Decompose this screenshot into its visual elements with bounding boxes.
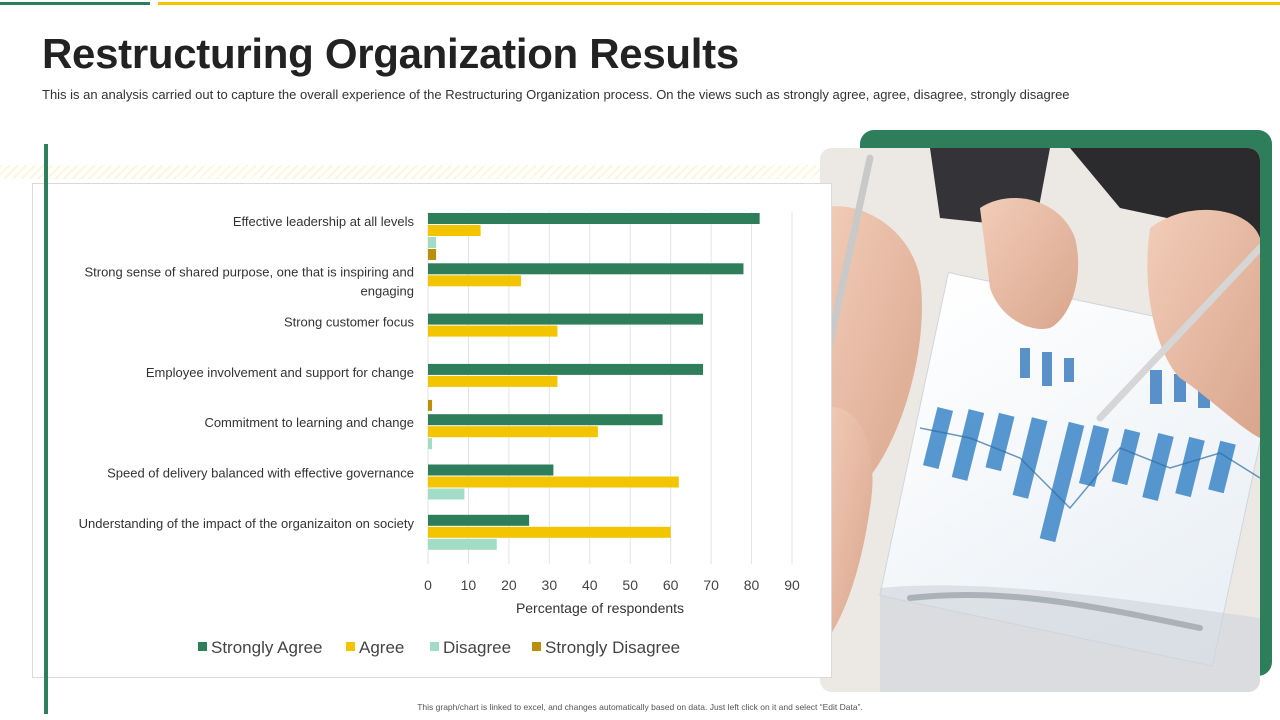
vertical-accent-line	[44, 144, 48, 714]
legend-label: Strongly Agree	[211, 638, 323, 657]
x-tick-label: 70	[703, 577, 719, 593]
page-title: Restructuring Organization Results	[42, 30, 739, 77]
bar	[428, 464, 554, 476]
bar	[428, 249, 437, 260]
bar	[428, 263, 744, 275]
legend-label: Agree	[359, 638, 404, 657]
category-label: Commitment to learning and change	[204, 415, 414, 430]
x-tick-label: 20	[501, 577, 517, 593]
bar	[428, 325, 558, 337]
x-tick-label: 0	[424, 577, 432, 593]
top-accent-bar-yellow	[158, 2, 1280, 5]
bar	[428, 225, 481, 236]
bar	[428, 363, 704, 375]
category-label: Speed of delivery balanced with effectiv…	[107, 466, 414, 481]
bar	[428, 414, 663, 426]
x-tick-label: 40	[582, 577, 598, 593]
category-label: Understanding of the impact of the organ…	[79, 516, 415, 531]
decorative-stripe-band	[0, 165, 860, 179]
category-label: engaging	[361, 283, 415, 298]
footer-note: This graph/chart is linked to excel, and…	[417, 702, 863, 712]
bar	[428, 514, 530, 526]
bar	[428, 438, 433, 450]
bar	[428, 426, 598, 438]
x-axis-label: Percentage of respondents	[516, 600, 684, 616]
x-tick-label: 30	[542, 577, 558, 593]
photo-illustration	[820, 148, 1260, 692]
x-tick-label: 90	[784, 577, 800, 593]
x-tick-label: 80	[744, 577, 760, 593]
bar	[428, 476, 679, 488]
top-accent-bar-green	[0, 2, 150, 5]
legend-label: Disagree	[443, 638, 511, 657]
legend-swatch	[198, 642, 207, 651]
bar	[428, 275, 522, 287]
category-label: Effective leadership at all levels	[233, 214, 415, 229]
category-label: Strong sense of shared purpose, one that…	[84, 264, 414, 279]
business-report-photo	[820, 148, 1260, 692]
bar	[428, 375, 558, 387]
bar	[428, 488, 465, 500]
bar	[428, 237, 437, 248]
legend-swatch	[346, 642, 355, 651]
page-subtitle: This is an analysis carried out to captu…	[42, 87, 1070, 102]
x-tick-label: 10	[461, 577, 477, 593]
legend-swatch	[532, 642, 541, 651]
legend-label: Strongly Disagree	[545, 638, 680, 657]
bar	[428, 526, 671, 538]
x-tick-label: 50	[622, 577, 638, 593]
bar	[428, 538, 497, 550]
x-tick-label: 60	[663, 577, 679, 593]
bar	[428, 399, 433, 411]
bar	[428, 213, 760, 224]
bar-chart: Effective leadership at all levels Strong…	[79, 212, 800, 657]
category-label: Strong customer focus	[284, 315, 415, 330]
bar	[428, 313, 704, 325]
category-label: Employee involvement and support for cha…	[146, 365, 414, 380]
legend-swatch	[430, 642, 439, 651]
